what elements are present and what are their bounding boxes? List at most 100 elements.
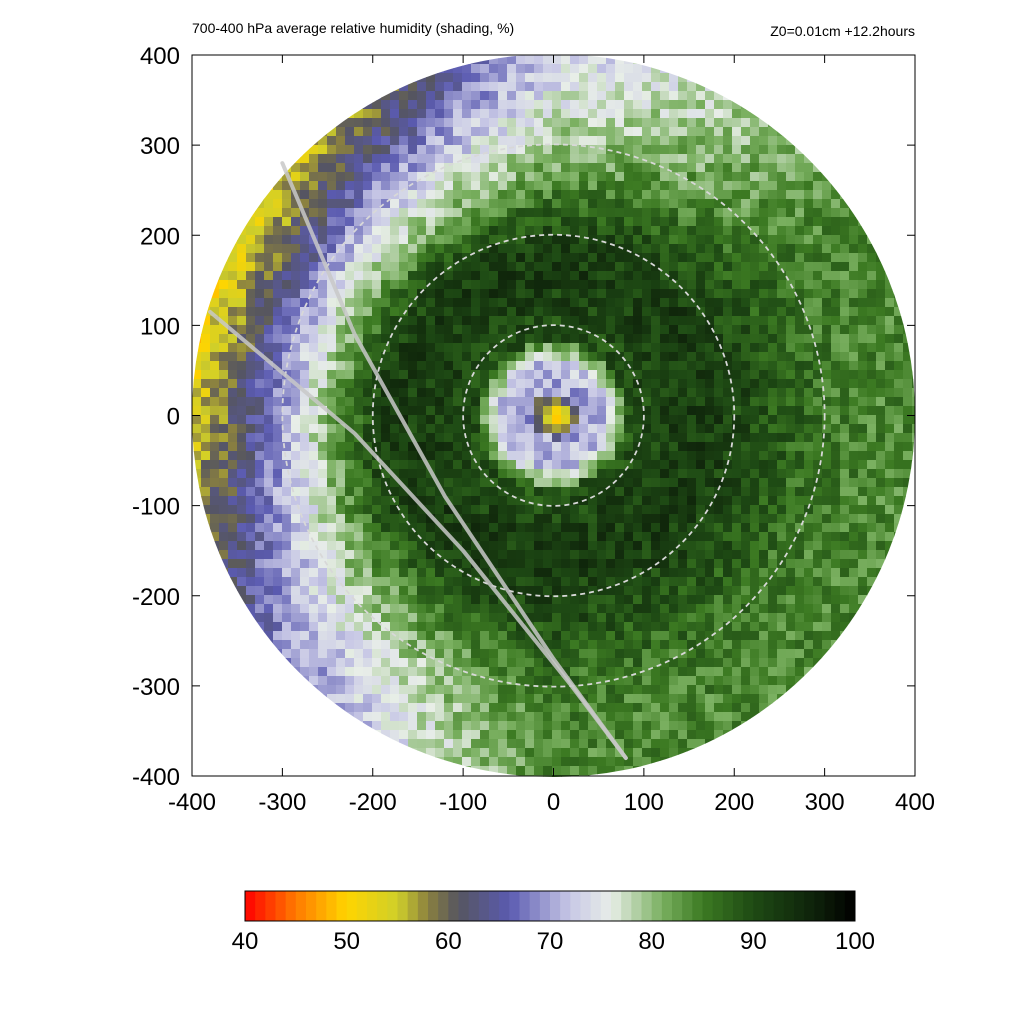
field-cell — [606, 118, 616, 128]
field-cell — [561, 406, 571, 416]
field-cell — [408, 622, 418, 632]
field-cell — [282, 469, 292, 479]
field-cell — [867, 550, 877, 560]
field-cell — [795, 559, 805, 569]
field-cell — [579, 622, 589, 632]
field-cell — [552, 334, 562, 344]
field-cell — [786, 379, 796, 389]
field-cell — [507, 334, 517, 344]
field-cell — [336, 226, 346, 236]
field-cell — [777, 568, 787, 578]
humidity-field — [192, 55, 915, 777]
field-cell — [507, 442, 517, 452]
field-cell — [534, 145, 544, 155]
field-cell — [381, 334, 391, 344]
field-cell — [444, 181, 454, 191]
field-cell — [462, 190, 472, 200]
field-cell — [759, 307, 769, 317]
field-cell — [849, 613, 859, 623]
field-cell — [426, 361, 436, 371]
field-cell — [588, 631, 598, 641]
field-cell — [435, 109, 445, 119]
field-cell — [444, 244, 454, 254]
field-cell — [480, 208, 490, 218]
field-cell — [570, 199, 580, 209]
field-cell — [462, 307, 472, 317]
field-cell — [678, 685, 688, 695]
field-cell — [705, 622, 715, 632]
field-cell — [507, 370, 517, 380]
field-cell — [660, 217, 670, 227]
field-cell — [714, 217, 724, 227]
field-cell — [723, 334, 733, 344]
field-cell — [795, 316, 805, 326]
field-cell — [588, 676, 598, 686]
field-cell — [399, 235, 409, 245]
field-cell — [309, 433, 319, 443]
field-cell — [192, 442, 202, 452]
field-cell — [309, 442, 319, 452]
field-cell — [642, 631, 652, 641]
field-cell — [795, 343, 805, 353]
field-cell — [462, 352, 472, 362]
field-cell — [372, 667, 382, 677]
field-cell — [642, 496, 652, 506]
field-cell — [633, 289, 643, 299]
field-cell — [408, 370, 418, 380]
field-cell — [480, 253, 490, 263]
field-cell — [678, 595, 688, 605]
field-cell — [246, 217, 256, 227]
field-cell — [795, 217, 805, 227]
field-cell — [714, 118, 724, 128]
field-cell — [282, 532, 292, 542]
field-cell — [525, 190, 535, 200]
field-cell — [678, 244, 688, 254]
field-cell — [498, 694, 508, 704]
field-cell — [390, 550, 400, 560]
field-cell — [345, 334, 355, 344]
field-cell — [309, 253, 319, 263]
field-cell — [300, 658, 310, 668]
field-cell — [723, 514, 733, 524]
field-cell — [750, 136, 760, 146]
field-cell — [633, 631, 643, 641]
field-cell — [336, 109, 346, 119]
field-cell — [201, 334, 211, 344]
field-cell — [273, 604, 283, 614]
field-cell — [786, 307, 796, 317]
field-cell — [228, 541, 238, 551]
field-cell — [813, 424, 823, 434]
field-cell — [687, 226, 697, 236]
field-cell — [624, 163, 634, 173]
field-cell — [759, 325, 769, 335]
field-cell — [687, 649, 697, 659]
field-cell — [633, 298, 643, 308]
field-cell — [318, 559, 328, 569]
field-cell — [597, 667, 607, 677]
field-cell — [507, 676, 517, 686]
field-cell — [741, 514, 751, 524]
field-cell — [660, 559, 670, 569]
field-cell — [588, 514, 598, 524]
field-cell — [525, 91, 535, 101]
field-cell — [741, 199, 751, 209]
field-cell — [264, 181, 274, 191]
field-cell — [552, 505, 562, 515]
field-cell — [714, 172, 724, 182]
field-cell — [732, 235, 742, 245]
field-cell — [489, 145, 499, 155]
field-cell — [894, 514, 904, 524]
field-cell — [399, 478, 409, 488]
field-cell — [489, 343, 499, 353]
field-cell — [651, 316, 661, 326]
field-cell — [435, 604, 445, 614]
field-cell — [309, 163, 319, 173]
field-cell — [804, 370, 814, 380]
field-cell — [750, 424, 760, 434]
field-cell — [687, 136, 697, 146]
field-cell — [912, 379, 915, 389]
field-cell — [237, 424, 247, 434]
field-cell — [255, 433, 265, 443]
field-cell — [858, 433, 868, 443]
